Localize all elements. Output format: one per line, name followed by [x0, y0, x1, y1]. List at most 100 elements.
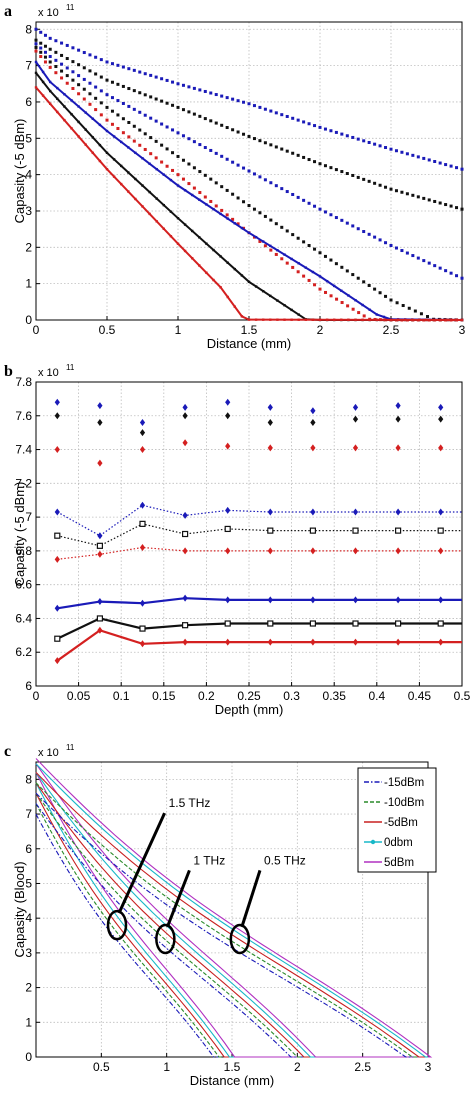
series-marker-square: [437, 527, 444, 534]
y-tick-label: 2: [25, 240, 32, 254]
exponent-power: 11: [66, 3, 75, 12]
series-dot-red: [149, 152, 153, 156]
series-dot-blue: [400, 249, 404, 253]
series-dot-black: [263, 214, 267, 218]
legend-label: -5dBm: [384, 817, 418, 829]
series-marker: [432, 318, 435, 322]
series-marker-diamond: [139, 599, 146, 607]
series-dot-black: [318, 162, 322, 166]
series-dot-black: [280, 147, 284, 151]
series-marker: [120, 182, 123, 186]
series-dot-blue: [247, 169, 251, 173]
annotation-arrow: [117, 812, 166, 914]
series-dot-black: [82, 87, 86, 91]
x-tick-label: 1.5: [224, 1060, 241, 1074]
series-dot-black: [274, 145, 278, 149]
series-dot-blue: [198, 143, 202, 147]
series-dot-red: [43, 60, 47, 64]
series-marker: [368, 308, 371, 311]
series-dot-black: [433, 199, 437, 203]
series-dot-blue: [329, 213, 333, 217]
series-dot-blue: [302, 198, 306, 202]
series-marker-diamond: [310, 508, 316, 516]
series-marker: [226, 261, 229, 264]
series-marker: [112, 135, 116, 138]
series-marker: [176, 184, 180, 187]
series-marker-diamond: [310, 596, 316, 604]
series-dot-black: [138, 128, 142, 132]
series-marker: [77, 120, 80, 124]
series-dot-black: [389, 187, 393, 191]
series-marker: [49, 80, 52, 84]
exponent-label: x 10: [38, 747, 59, 759]
series-dot-black: [187, 162, 191, 166]
series-marker: [340, 318, 343, 321]
series-dot-blue: [373, 142, 377, 146]
series-dot-blue: [285, 190, 289, 194]
series-marker: [425, 318, 428, 322]
series-marker: [191, 229, 194, 233]
series-dot-black: [419, 312, 423, 316]
series-marker-diamond: [395, 415, 401, 423]
series-marker: [191, 193, 194, 197]
series-dot-black: [209, 119, 213, 123]
series-marker-diamond: [438, 415, 444, 423]
x-tick-label: 3: [425, 1060, 432, 1074]
series-dot-red: [291, 265, 295, 269]
x-tick-label: 0.5: [93, 1060, 110, 1074]
series-marker: [297, 313, 300, 316]
x-axis-label: Depth (mm): [215, 702, 284, 717]
annotation-label: 1 THz: [193, 853, 225, 867]
series-dot-black: [416, 195, 420, 199]
series-marker: [325, 279, 329, 283]
series-dot-black: [88, 69, 92, 73]
series-dot-blue: [302, 120, 306, 124]
series-dot-blue: [460, 276, 464, 280]
series-dot-black: [165, 101, 169, 105]
series-dot-black: [198, 170, 202, 174]
series-dot-red: [313, 283, 317, 287]
series-dot-black: [116, 82, 120, 86]
series-dot-black: [413, 309, 417, 313]
legend-label: 5dBm: [384, 857, 414, 869]
series-marker: [254, 285, 258, 288]
series-dot-blue: [411, 254, 415, 258]
series-marker: [361, 318, 364, 322]
series-dot-black: [154, 97, 158, 101]
series-marker-diamond: [54, 604, 60, 612]
series-marker: [205, 203, 208, 206]
series-dot-blue: [77, 74, 81, 78]
series-dot-blue: [214, 151, 218, 155]
series-marker: [368, 318, 371, 322]
series-dot-black: [247, 134, 251, 138]
series-dot-blue: [105, 93, 109, 97]
series-marker: [233, 222, 236, 225]
series-marker-diamond: [182, 594, 188, 602]
series-marker-square: [96, 615, 104, 622]
series-marker: [49, 102, 52, 105]
series-dot-black: [225, 188, 229, 192]
series-dot-blue: [116, 63, 120, 67]
series-dot-blue: [384, 146, 388, 150]
series-marker: [183, 223, 187, 226]
series-dot-blue: [34, 42, 38, 46]
series-dot-blue: [291, 192, 295, 196]
series-dot-black: [345, 269, 349, 273]
legend-label: -10dBm: [384, 797, 424, 809]
series-marker-diamond: [310, 419, 316, 427]
series-marker-diamond: [352, 444, 359, 452]
y-tick-label: 7.8: [15, 375, 32, 389]
series-marker: [112, 175, 116, 178]
series-dot-black: [65, 74, 69, 78]
series-dot-blue: [71, 46, 75, 50]
series-dot-blue: [438, 161, 442, 165]
series-dot-black: [34, 38, 38, 42]
series-marker-diamond: [310, 407, 316, 415]
series-marker-square: [267, 620, 274, 627]
series-dot-black: [203, 173, 207, 177]
series-dot-black: [132, 89, 136, 93]
series-dot-black: [220, 123, 224, 127]
series-marker: [134, 151, 137, 155]
annotation-ellipse: [106, 909, 128, 941]
series-marker: [148, 212, 151, 216]
